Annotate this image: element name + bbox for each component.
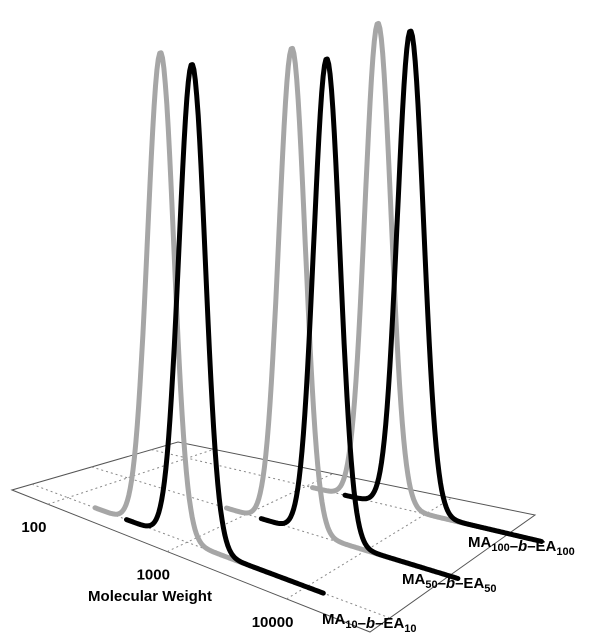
series-curve-0 — [92, 50, 295, 584]
curves — [92, 20, 544, 596]
x-tick-label-2: 10000 — [252, 614, 294, 631]
labels: 100 1000 10000 Molecular Weight MA10–b–EA10 M… — [21, 519, 575, 635]
series-axis-label-0: MA10–b–EA10 — [322, 611, 417, 633]
x-tick-label-0: 100 — [21, 519, 46, 536]
x-tick-label-1: 1000 — [137, 567, 170, 584]
x-axis-title: Molecular Weight — [88, 588, 212, 605]
series-axis-label-2: MA100–b–EA100 — [468, 534, 575, 558]
floor-frame — [10, 441, 537, 633]
series-curve-1 — [124, 62, 326, 596]
series-axis-label-1: MA50–b–EA50 — [402, 571, 497, 595]
series-curve-5 — [342, 28, 544, 544]
series-curve-3 — [258, 56, 461, 581]
